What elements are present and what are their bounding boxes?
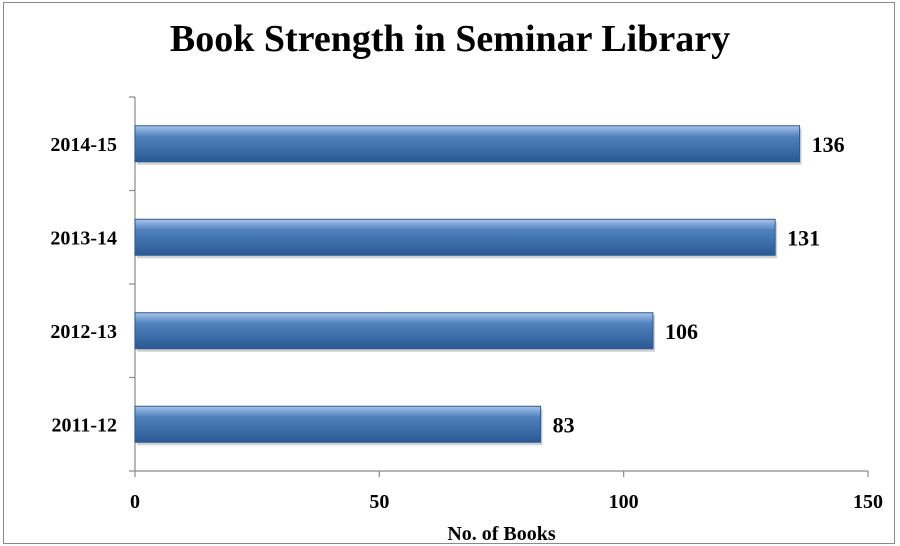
x-tick-label: 100: [609, 491, 639, 513]
category-label: 2013-14: [50, 227, 117, 249]
chart-title: Book Strength in Seminar Library: [169, 18, 731, 60]
bars: [134, 125, 802, 446]
x-tick-label: 0: [130, 491, 140, 513]
category-label: 2011-12: [51, 414, 117, 436]
bar-2011-12: [134, 405, 542, 443]
data-label: 136: [812, 132, 845, 157]
x-tick-label: 150: [853, 491, 883, 513]
data-label: 106: [665, 319, 698, 344]
category-label: 2012-13: [50, 321, 117, 343]
bar-2012-13: [134, 312, 654, 350]
bar-2014-15: [134, 125, 801, 163]
x-axis-title: No. of Books: [447, 523, 556, 545]
chart-frame: [3, 2, 895, 544]
x-tick-label: 50: [369, 491, 389, 513]
data-label: 131: [787, 225, 820, 250]
bar-2013-14: [134, 218, 776, 256]
labels: 0 50 100 150 2011-12 83 2012-13 106 2013-14 131 20…: [50, 132, 883, 545]
category-label: 2014-15: [50, 134, 117, 156]
data-label: 83: [553, 412, 575, 437]
